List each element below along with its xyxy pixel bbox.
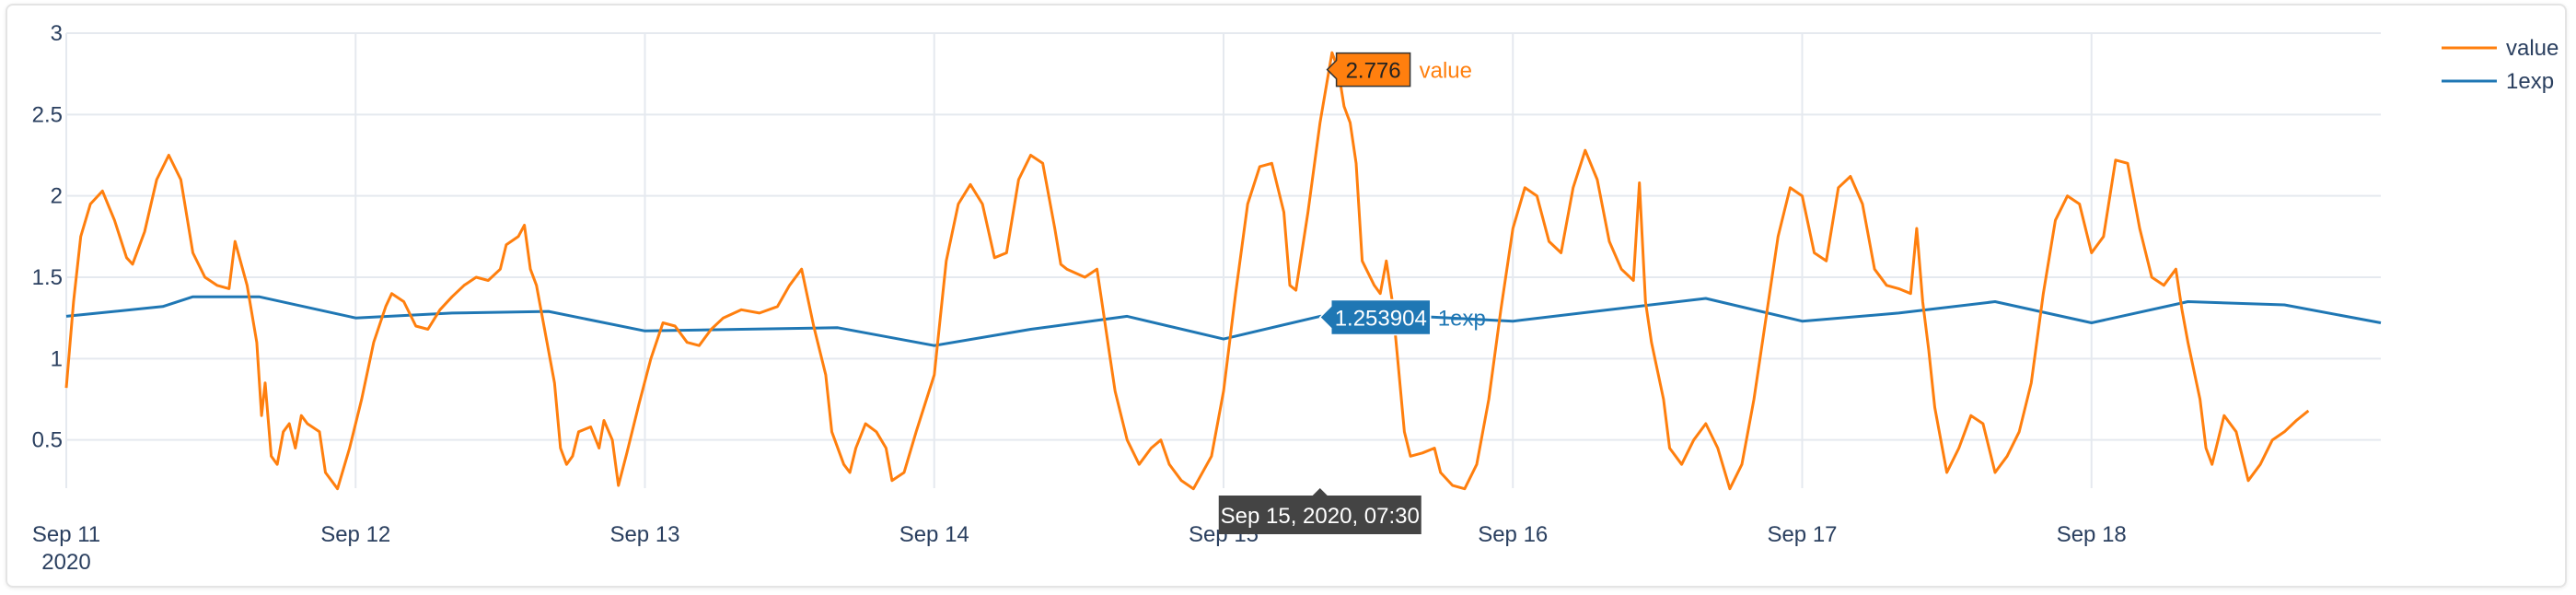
x-tick-label: Sep 11 [32, 522, 100, 547]
x-tick-label: Sep 17 [1767, 522, 1837, 547]
y-tick-label: 0.5 [32, 428, 63, 453]
hover-labels: 2.776 value 1.253904 1exp Sep 15, 2020, 07:3… [1218, 52, 1486, 534]
hover-x-label: Sep 15, 2020, 07:30 [1221, 504, 1420, 529]
legend-item-1exp[interactable]: 1exp [2442, 69, 2554, 94]
legend[interactable]: value 1exp [2442, 36, 2559, 94]
y-axis-ticks: 0.5 1 1.5 2 2.5 3 [32, 21, 63, 453]
series-line-1exp [65, 295, 2382, 347]
hover-exp-name: 1exp [1438, 306, 1486, 331]
series-lines [64, 51, 2382, 491]
hover-x-box [1218, 488, 1421, 534]
y-tick-label: 2.5 [32, 102, 63, 127]
x-tick-label: Sep 13 [609, 522, 679, 547]
x-tick-label: Sep 12 [320, 522, 390, 547]
x-tick-label: Sep 16 [1478, 522, 1548, 547]
hover-value-number: 2.776 [1346, 59, 1401, 84]
hover-exp-number: 1.253904 [1335, 306, 1427, 331]
y-tick-label: 3 [51, 21, 63, 46]
hover-value-box [1326, 52, 1411, 88]
y-tick-label: 2 [51, 184, 63, 209]
series-line-value [64, 51, 2310, 491]
x-tick-label: Sep 14 [899, 522, 969, 547]
hover-exp-box [1318, 298, 1432, 336]
x-tick-label: Sep 18 [2057, 522, 2127, 547]
legend-label: value [2506, 36, 2559, 61]
chart-frame [6, 4, 2567, 588]
y-tick-label: 1 [51, 346, 63, 371]
gridlines [65, 32, 2381, 488]
x-tick-year-label: 2020 [41, 550, 90, 575]
y-tick-label: 1.5 [32, 265, 63, 290]
legend-item-value[interactable]: value [2442, 36, 2559, 61]
legend-label: 1exp [2506, 69, 2554, 94]
hover-value-name: value [1420, 59, 1472, 84]
